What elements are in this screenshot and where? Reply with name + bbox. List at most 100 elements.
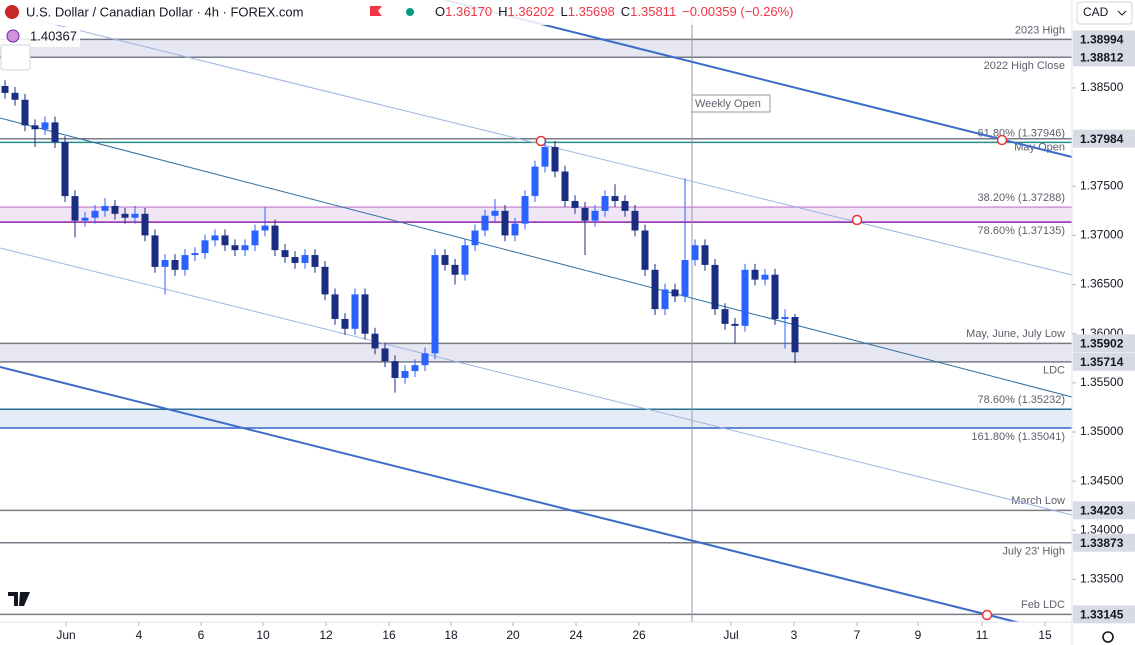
zone <box>0 207 1072 223</box>
level-price-label: 1.38994 <box>1080 33 1124 47</box>
level-annotation: 2022 High Close <box>984 60 1065 72</box>
header-bg <box>0 0 790 25</box>
level-annotation: May Open <box>1014 142 1065 154</box>
candle-body <box>441 255 449 265</box>
vline-label: Weekly Open <box>695 98 761 110</box>
channel-median <box>0 117 1073 398</box>
pivot-marker <box>996 134 1008 146</box>
candle-body <box>451 264 459 275</box>
candle-body <box>541 146 549 167</box>
symbol-icon <box>5 5 19 19</box>
currency-select[interactable] <box>1076 1 1133 25</box>
candle-body <box>651 269 659 310</box>
y-tick-label: 1.33500 <box>1080 572 1124 586</box>
ohlc-value: 1.36170 <box>445 4 492 19</box>
level-annotation: 161.80% (1.35041) <box>971 431 1065 443</box>
level-annotation: LDC <box>1043 365 1065 377</box>
vline-label-bg <box>691 94 771 113</box>
zone <box>0 409 1072 428</box>
candle-body <box>91 210 99 218</box>
ohlc-key: C <box>621 4 630 19</box>
candle-body <box>491 210 499 216</box>
status-dot <box>406 8 414 16</box>
currency-label[interactable]: CAD <box>1083 5 1109 19</box>
x-tick-label: Jul <box>723 628 738 642</box>
level-price-box <box>1073 30 1135 49</box>
candle-body <box>661 289 669 310</box>
indicator-bg <box>0 27 80 47</box>
candle-body <box>351 294 359 329</box>
level-annotation: March Low <box>1011 495 1065 507</box>
x-tick-label: 26 <box>632 628 646 642</box>
x-tick-label: 4 <box>136 628 143 642</box>
candle-body <box>171 259 179 270</box>
candle-body <box>721 309 729 324</box>
ohlc-key: L <box>561 4 568 19</box>
x-tick-label: 20 <box>506 628 520 642</box>
y-tick-label: 1.37500 <box>1080 178 1124 192</box>
candle-body <box>791 316 799 353</box>
level-annotation: July 23' High <box>1002 546 1065 558</box>
collapse-button[interactable] <box>0 44 31 71</box>
settings-icon[interactable] <box>1102 631 1114 643</box>
ohlc-values: O1.36170 H1.36202 L1.35698 C1.35811 −0.00359… <box>435 4 793 19</box>
candle-body <box>221 235 229 246</box>
x-tick-label: 11 <box>976 628 989 642</box>
level-annotation: 78.60% (1.37135) <box>978 225 1065 237</box>
candle-body <box>261 225 269 231</box>
candle-body <box>641 230 649 270</box>
candle-body <box>31 125 39 130</box>
channel-lower <box>0 366 1073 637</box>
level-price-label: 1.38812 <box>1080 50 1124 64</box>
candle-body <box>231 245 239 251</box>
indicator-value: 1.40367 <box>30 28 77 43</box>
candle-body <box>41 122 49 130</box>
x-tick-label: 10 <box>256 628 270 642</box>
dropdown-caret[interactable] <box>1117 10 1127 16</box>
x-tick-label: 7 <box>854 628 861 642</box>
candle-body <box>161 259 169 267</box>
level-annotation: 78.60% (1.35232) <box>978 394 1065 406</box>
candle-body <box>371 333 379 349</box>
candle-body <box>321 266 329 295</box>
pivot-marker <box>535 135 547 147</box>
level-price-box <box>1073 352 1135 371</box>
candle-body <box>471 230 479 246</box>
x-tick-label: Jun <box>56 628 75 642</box>
y-tick-label: 1.35500 <box>1080 375 1124 389</box>
ohlc-key: O <box>435 4 445 19</box>
candle-body <box>191 253 199 256</box>
x-tick-label: 3 <box>791 628 798 642</box>
x-tick-label: 6 <box>198 628 205 642</box>
candle-body <box>141 213 149 236</box>
level-annotation: 38.20% (1.37288) <box>978 192 1065 204</box>
ohlc-value: 1.36202 <box>508 4 555 19</box>
pivot-marker <box>981 609 993 621</box>
level-price-box <box>1073 533 1135 552</box>
level-price-label: 1.33873 <box>1080 536 1124 550</box>
candle-body <box>401 371 409 378</box>
level-price-label: 1.35902 <box>1080 337 1124 351</box>
level-annotation: Feb LDC <box>1021 599 1065 611</box>
candle-body <box>111 205 119 214</box>
channel-upper <box>444 0 1073 158</box>
level-annotation: 2023 High <box>1015 24 1065 36</box>
indicator-icon <box>6 29 20 43</box>
zone <box>0 39 1072 58</box>
candle-body <box>71 196 79 221</box>
x-tick-label: 12 <box>319 628 333 642</box>
candle-body <box>561 171 569 202</box>
candle-body <box>301 255 309 263</box>
candle-body <box>621 201 629 211</box>
y-tick-label: 1.37000 <box>1080 228 1124 242</box>
candle-body <box>691 245 699 260</box>
x-tick-label: 15 <box>1038 628 1052 642</box>
candle-body <box>421 353 429 366</box>
candle-body <box>311 255 319 267</box>
candle-body <box>21 99 29 126</box>
candle-body <box>121 213 129 218</box>
symbol-title: U.S. Dollar / Canadian Dollar · 4h · FOR… <box>26 4 303 19</box>
candle-body <box>711 264 719 310</box>
candle-body <box>531 166 539 197</box>
